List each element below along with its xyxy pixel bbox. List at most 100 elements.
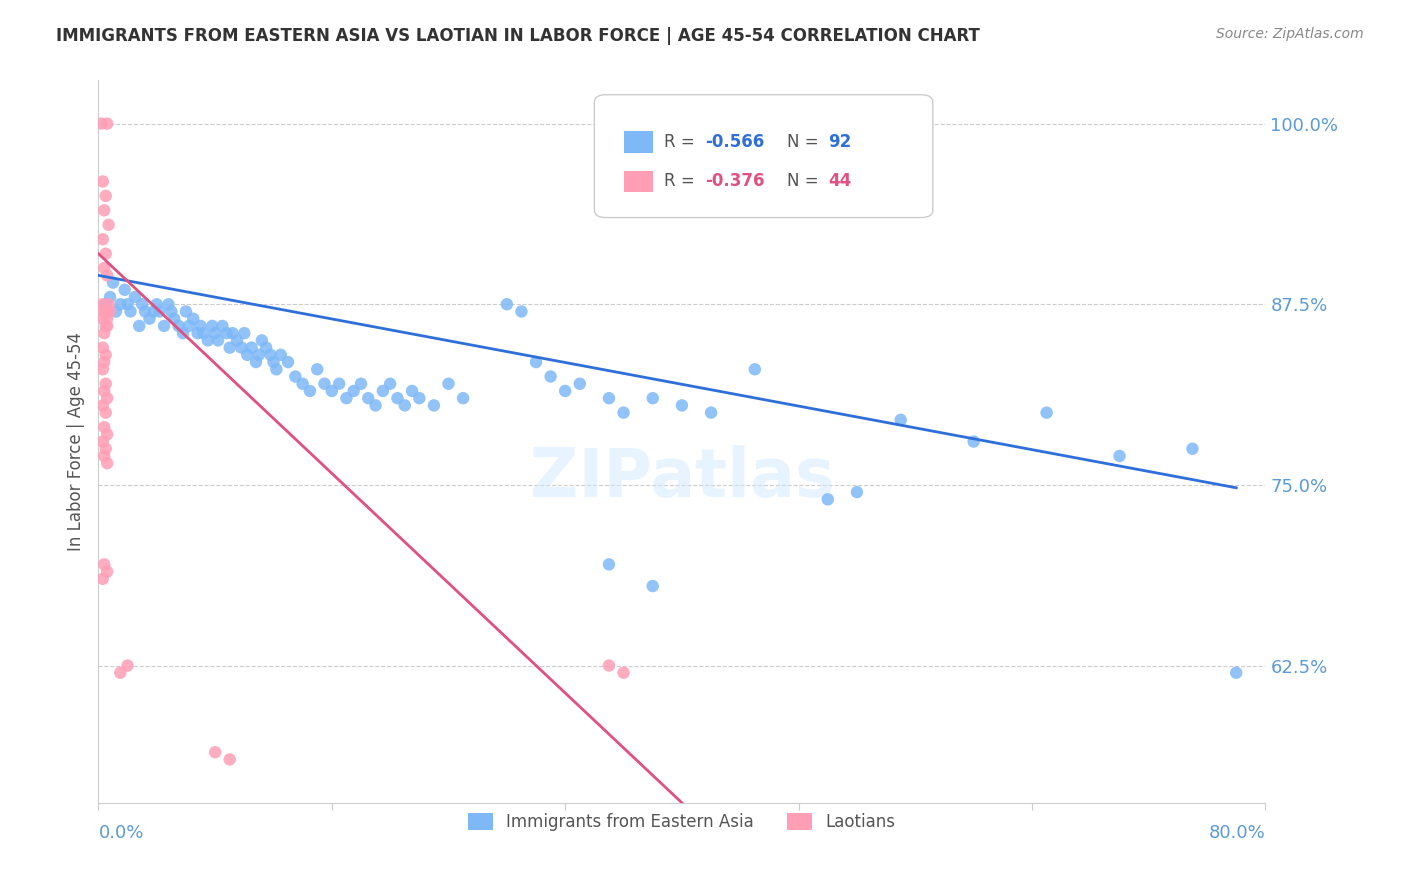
Point: [314, 376, 336, 391]
Point: [167, 318, 190, 333]
Point: [181, 311, 204, 326]
Point: [250, 334, 273, 348]
Text: -0.376: -0.376: [706, 172, 765, 190]
Point: [110, 665, 132, 680]
Point: [114, 283, 136, 297]
Point: [612, 406, 634, 420]
Point: [96, 268, 118, 283]
Point: [134, 304, 156, 318]
Point: [254, 341, 277, 355]
FancyBboxPatch shape: [624, 131, 652, 153]
Point: [128, 318, 150, 333]
Point: [146, 297, 169, 311]
Point: [962, 434, 984, 449]
Point: [612, 665, 634, 680]
Point: [387, 391, 409, 405]
Y-axis label: In Labor Force | Age 45-54: In Labor Force | Age 45-54: [66, 332, 84, 551]
Text: 92: 92: [828, 133, 851, 151]
Point: [93, 203, 115, 218]
Point: [201, 318, 224, 333]
Point: [142, 304, 165, 318]
Point: [423, 398, 446, 412]
Point: [277, 355, 299, 369]
Point: [96, 456, 118, 470]
Point: [240, 341, 263, 355]
Point: [380, 376, 402, 391]
Point: [93, 420, 115, 434]
Point: [408, 391, 430, 405]
Text: Source: ZipAtlas.com: Source: ZipAtlas.com: [1216, 27, 1364, 41]
Point: [190, 318, 212, 333]
Point: [262, 355, 284, 369]
Point: [335, 391, 357, 405]
Point: [93, 304, 115, 318]
Point: [496, 297, 519, 311]
Point: [91, 232, 114, 246]
Point: [91, 572, 114, 586]
Point: [247, 348, 270, 362]
Point: [160, 304, 183, 318]
Point: [94, 246, 117, 260]
FancyBboxPatch shape: [595, 95, 932, 218]
Point: [700, 406, 723, 420]
Point: [598, 658, 620, 673]
Point: [394, 398, 416, 412]
Point: [163, 311, 186, 326]
Point: [93, 384, 115, 398]
Point: [91, 362, 114, 376]
Point: [94, 406, 117, 420]
Point: [510, 304, 533, 318]
Text: N =: N =: [787, 133, 824, 151]
Point: [343, 384, 366, 398]
Point: [671, 398, 693, 412]
Point: [259, 348, 281, 362]
Text: 0.0%: 0.0%: [98, 823, 143, 841]
Text: 44: 44: [828, 172, 851, 190]
Point: [120, 304, 142, 318]
Point: [93, 355, 115, 369]
Text: -0.566: -0.566: [706, 133, 765, 151]
Point: [91, 341, 114, 355]
Point: [96, 565, 118, 579]
Point: [94, 304, 117, 318]
Point: [245, 355, 267, 369]
Point: [207, 334, 229, 348]
Point: [215, 326, 238, 341]
Point: [1181, 442, 1204, 456]
Point: [540, 369, 562, 384]
Point: [96, 427, 118, 442]
Point: [138, 311, 160, 326]
Point: [204, 745, 226, 759]
Text: IMMIGRANTS FROM EASTERN ASIA VS LAOTIAN IN LABOR FORCE | AGE 45-54 CORRELATION C: IMMIGRANTS FROM EASTERN ASIA VS LAOTIAN …: [56, 27, 980, 45]
Text: R =: R =: [665, 133, 700, 151]
Point: [846, 485, 869, 500]
Point: [1035, 406, 1057, 420]
Point: [598, 558, 620, 572]
Point: [94, 189, 117, 203]
Point: [93, 449, 115, 463]
Point: [96, 117, 118, 131]
Text: R =: R =: [665, 172, 700, 190]
Point: [94, 318, 117, 333]
Point: [197, 334, 219, 348]
Point: [266, 362, 288, 376]
Point: [211, 318, 233, 333]
Point: [193, 326, 215, 341]
Point: [177, 318, 200, 333]
Point: [104, 304, 127, 318]
Point: [157, 297, 180, 311]
Point: [1225, 665, 1247, 680]
Point: [98, 290, 121, 304]
Point: [96, 318, 118, 333]
Point: [117, 297, 139, 311]
Point: [284, 369, 307, 384]
Point: [94, 442, 117, 456]
Point: [93, 261, 115, 276]
Point: [153, 318, 176, 333]
Point: [357, 391, 380, 405]
Point: [554, 384, 576, 398]
Point: [298, 384, 321, 398]
Point: [1108, 449, 1130, 463]
Point: [91, 434, 114, 449]
Point: [90, 117, 112, 131]
